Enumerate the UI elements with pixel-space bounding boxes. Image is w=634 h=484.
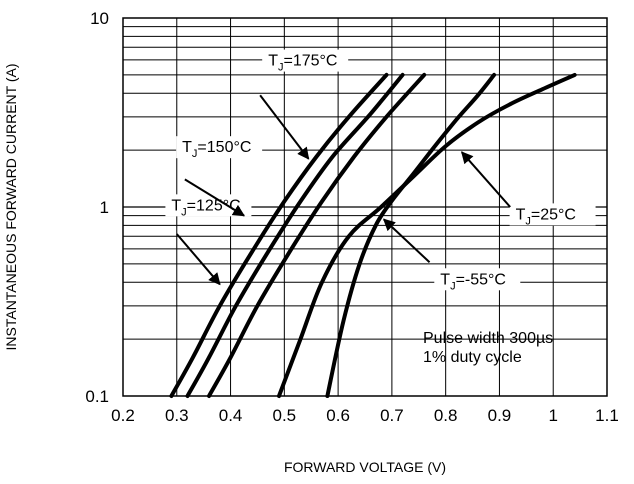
curve-label: TJ=25°C [516, 206, 576, 227]
x-tick-label: 0.3 [165, 406, 189, 425]
x-axis-label: FORWARD VOLTAGE (V) [284, 459, 446, 475]
curve-labels: TJ=175°C TJ=150°C TJ=125°C TJ=25°C TJ=-55°C [165, 49, 596, 292]
curve-label-background [165, 194, 252, 217]
curve-label-background [262, 49, 349, 72]
x-tick-label: 0.7 [380, 406, 404, 425]
curve-label: TJ=125°C [171, 197, 240, 218]
curve-arrow [461, 151, 511, 208]
curve-arrow [176, 233, 221, 286]
curves-layer [169, 72, 577, 398]
pulse-width-note: Pulse width 300µs [423, 330, 553, 347]
x-tick-label: 0.8 [434, 406, 458, 425]
curve-label-background [434, 268, 521, 291]
duty-cycle-note: 1% duty cycle [423, 349, 522, 366]
curve-label: TJ=175°C [268, 53, 337, 74]
x-tick-label: 1 [548, 406, 557, 425]
curve-arrows [176, 94, 511, 286]
test-conditions-note: Pulse width 300µs 1% duty cycle [423, 330, 553, 366]
x-tick-label: 0.6 [326, 406, 350, 425]
curve-line [207, 72, 427, 398]
curve-label-background [509, 203, 596, 226]
y-tick-label: 0.1 [85, 387, 109, 406]
x-tick-label: 0.9 [488, 406, 512, 425]
y-tick-label: 1 [100, 198, 109, 217]
x-tick-label: 1.1 [595, 406, 619, 425]
plot-frame [122, 17, 608, 397]
y-tick-label: 10 [90, 9, 109, 28]
curve-line [325, 72, 497, 398]
x-tick-label: 0.4 [219, 406, 243, 425]
curve-label: TJ=-55°C [440, 271, 506, 292]
curve-line [169, 72, 389, 398]
x-tick-labels: 0.2 0.3 0.4 0.5 0.6 0.7 0.8 0.9 1 1.1 [111, 406, 619, 425]
y-axis-label: INSTANTANEOUS FORWARD CURRENT (A) [3, 63, 19, 350]
curve-arrow [184, 178, 246, 217]
curve-label-background [176, 136, 263, 159]
x-tick-label: 0.2 [111, 406, 135, 425]
curve-arrow [382, 218, 431, 263]
curve-label: TJ=150°C [182, 139, 251, 160]
x-tick-label: 0.5 [273, 406, 297, 425]
y-tick-labels: 0.1 1 10 [85, 9, 109, 406]
curve-line [185, 72, 405, 398]
curve-arrow [259, 94, 310, 160]
